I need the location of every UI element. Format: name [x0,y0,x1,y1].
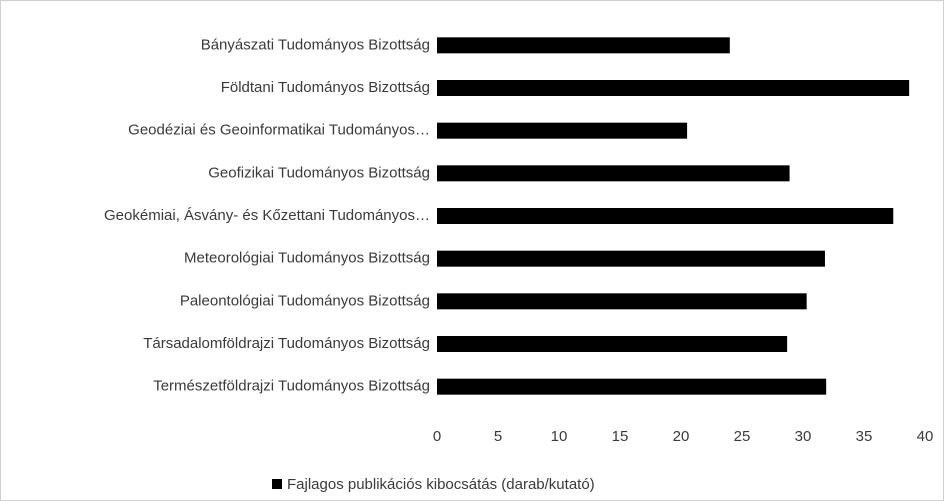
bar [437,37,730,54]
y-tick-label: Geodéziai és Geoinformatikai Tudományos… [128,122,430,139]
x-tick-label: 40 [917,428,934,445]
x-tick-label: 0 [433,428,441,445]
bar [437,293,807,310]
y-tick-label: Meteorológiai Tudományos Bizottság [184,250,430,267]
bar [437,378,827,395]
x-tick-label: 15 [612,428,629,445]
bar [437,208,894,224]
bar [437,336,788,352]
x-tick-label: 10 [551,428,568,445]
bar [437,165,790,182]
y-tick-label: Társadalomföldrajzi Tudományos Bizottság [143,335,430,352]
y-tick-label: Geokémiai, Ásvány- és Kőzettani Tudomány… [104,207,430,224]
x-tick-label: 20 [673,428,690,445]
y-tick-label: Geofizikai Tudományos Bizottság [208,164,430,181]
x-tick-label: 25 [734,428,751,445]
x-tick-label: 5 [494,428,502,445]
x-tick-label: 30 [795,428,812,445]
y-tick-label: Paleontológiai Tudományos Bizottság [180,292,430,309]
y-tick-label: Bányászati Tudományos Bizottság [201,36,430,53]
bar [437,80,910,96]
legend-swatch [272,479,282,489]
legend-label: Fajlagos publikációs kibocsátás (darab/k… [287,476,595,493]
bar [437,122,688,139]
bar [437,250,825,267]
y-tick-label: Földtani Tudományos Bizottság [221,79,430,96]
y-tick-label: Természetföldrajzi Tudományos Bizottság [153,378,430,395]
x-tick-label: 35 [856,428,873,445]
